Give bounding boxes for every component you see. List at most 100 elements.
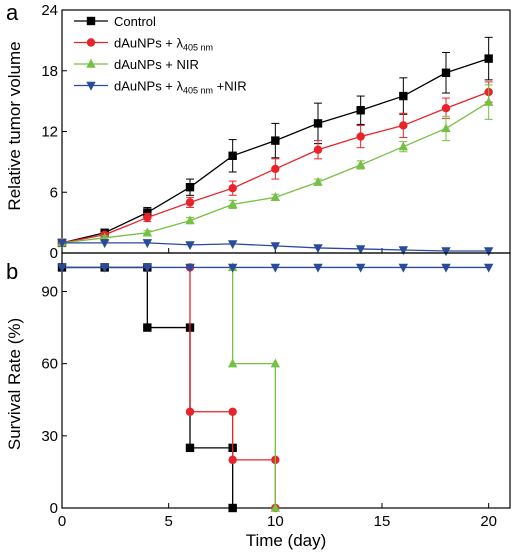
legend-marker-daunps-405-nm xyxy=(86,38,96,47)
y-tick-label-b: 60 xyxy=(41,356,58,373)
point-daunps-405-nm-a xyxy=(271,164,280,174)
y-tick-label-b: 0 xyxy=(50,500,58,517)
point-daunps-405-nm-nir-a xyxy=(355,245,366,255)
point-control-a xyxy=(441,68,451,77)
point-daunps-405-nm-nir-b xyxy=(270,263,281,273)
y-axis-title-a: Relative tumor volume xyxy=(5,41,24,210)
legend-suffix: +NIR xyxy=(213,79,247,94)
y-tick-label-b: 90 xyxy=(41,283,58,300)
x-axis-title: Time (day) xyxy=(246,531,327,550)
point-control-b xyxy=(185,443,195,453)
legend-marker-daunps-nir xyxy=(86,58,96,68)
point-daunps-405-nm-nir-b xyxy=(142,263,153,273)
legend-marker-daunps-405-nm-nir xyxy=(86,81,96,91)
legend-label-daunps-nir: dAuNPs + NIR xyxy=(114,57,199,72)
point-control-a xyxy=(143,208,152,217)
y-tick-label-b: 30 xyxy=(41,428,58,445)
point-control-a xyxy=(185,182,195,192)
y-tick-label-a: 6 xyxy=(50,184,58,201)
point-daunps-405-nm-nir-a xyxy=(142,239,153,249)
point-daunps-405-nm-nir-b xyxy=(227,263,238,273)
x-tick-label-b: 20 xyxy=(480,513,497,530)
point-daunps-nir-a xyxy=(270,192,281,202)
plot-frame-b xyxy=(61,252,511,509)
point-daunps-nir-b xyxy=(227,358,238,368)
series-daunps-nir-b xyxy=(227,262,281,512)
point-control-a xyxy=(228,151,237,160)
point-daunps-405-nm-b xyxy=(228,455,237,465)
point-daunps-405-nm-a xyxy=(228,184,237,193)
step-line-control xyxy=(62,266,234,508)
point-daunps-405-nm-nir-a xyxy=(227,240,238,250)
panel-a-label: a xyxy=(6,0,19,25)
point-control-a xyxy=(484,54,493,63)
point-daunps-405-nm-b xyxy=(228,407,237,416)
point-daunps-nir-a xyxy=(313,176,323,186)
point-daunps-nir-a xyxy=(355,159,366,169)
point-daunps-nir-a xyxy=(227,199,238,209)
point-daunps-405-nm-nir-a xyxy=(313,244,323,254)
point-daunps-405-nm-a xyxy=(399,121,408,130)
legend-label-daunps-405-nm: dAuNPs + λ405 nm xyxy=(114,36,213,53)
step-line-daunps-nir xyxy=(232,267,276,508)
y-tick-label-a: 18 xyxy=(41,63,58,80)
point-control-a xyxy=(356,106,365,115)
point-control-b xyxy=(143,323,152,332)
point-daunps-nir-a xyxy=(398,141,409,151)
point-daunps-405-nm-nir-b xyxy=(57,263,67,273)
series-daunps-405-nm-nir-b xyxy=(57,263,494,273)
point-daunps-405-nm-nir-b xyxy=(483,263,494,273)
point-daunps-405-nm-a xyxy=(143,213,152,222)
point-daunps-nir-b xyxy=(270,502,281,512)
point-daunps-nir-a xyxy=(185,215,195,225)
y-tick-label-a: 12 xyxy=(41,124,58,141)
point-daunps-405-nm-nir-a xyxy=(99,239,110,249)
point-daunps-405-nm-nir-b xyxy=(355,263,366,273)
point-daunps-nir-a xyxy=(441,123,451,133)
series-daunps-405-nm-a xyxy=(57,81,493,248)
point-daunps-nir-b xyxy=(270,358,281,368)
point-control-a xyxy=(399,91,408,101)
point-control-a xyxy=(313,119,323,128)
point-daunps-405-nm-nir-a xyxy=(57,239,67,249)
x-tick-label-b: 10 xyxy=(267,513,284,530)
point-daunps-405-nm-nir-b xyxy=(313,263,323,273)
point-daunps-405-nm-a xyxy=(356,132,365,141)
point-daunps-405-nm-a xyxy=(441,104,451,113)
legend-subscript: 405 nm xyxy=(183,43,213,53)
point-control-b xyxy=(228,503,237,513)
point-daunps-405-nm-nir-b xyxy=(99,263,110,273)
point-daunps-nir-a xyxy=(483,96,494,106)
point-daunps-405-nm-nir-a xyxy=(398,246,409,256)
point-daunps-405-nm-nir-b xyxy=(398,263,409,273)
point-daunps-405-nm-nir-a xyxy=(441,247,451,257)
legend-marker-control xyxy=(86,16,96,26)
point-daunps-nir-a xyxy=(142,227,153,237)
point-control-a xyxy=(271,136,280,145)
legend-label-control: Control xyxy=(114,14,156,29)
y-tick-label-a: 0 xyxy=(50,245,58,262)
legend-subscript: 405 nm xyxy=(183,86,213,96)
point-daunps-405-nm-a xyxy=(185,198,195,207)
point-daunps-405-nm-b xyxy=(185,407,195,416)
point-daunps-405-nm-nir-a xyxy=(185,241,195,251)
point-daunps-405-nm-nir-a xyxy=(483,247,494,257)
series-daunps-405-nm-nir-a xyxy=(57,239,494,257)
y-tick-label-a: 24 xyxy=(41,2,58,19)
x-tick-label-b: 0 xyxy=(58,513,66,530)
panel-b-label: b xyxy=(6,259,18,284)
panel-b-survival-chart: 0 30 60 90 0 5 10 15 20 b Survival Rate (%) Time (d… xyxy=(5,252,511,550)
x-tick-label-b: 15 xyxy=(374,513,391,530)
panel-a-tumor-volume-chart: 0 6 12 18 24 Control dAuNPs + λ405 nm dAuNPs + … xyxy=(5,0,511,262)
series-daunps-nir-a xyxy=(57,84,494,247)
point-daunps-405-nm-a xyxy=(313,145,323,154)
legend: Control dAuNPs + λ405 nm dAuNPs + NIR dAuNP… xyxy=(74,14,247,96)
point-daunps-405-nm-nir-b xyxy=(441,263,451,273)
point-daunps-405-nm-nir-b xyxy=(185,263,195,273)
point-daunps-405-nm-nir-a xyxy=(270,242,281,252)
y-axis-title-b: Survival Rate (%) xyxy=(5,318,24,450)
x-tick-label-b: 5 xyxy=(164,513,172,530)
series-control-b xyxy=(57,263,237,513)
legend-label-daunps-405-nm-nir: dAuNPs + λ405 nm +NIR xyxy=(114,79,247,96)
